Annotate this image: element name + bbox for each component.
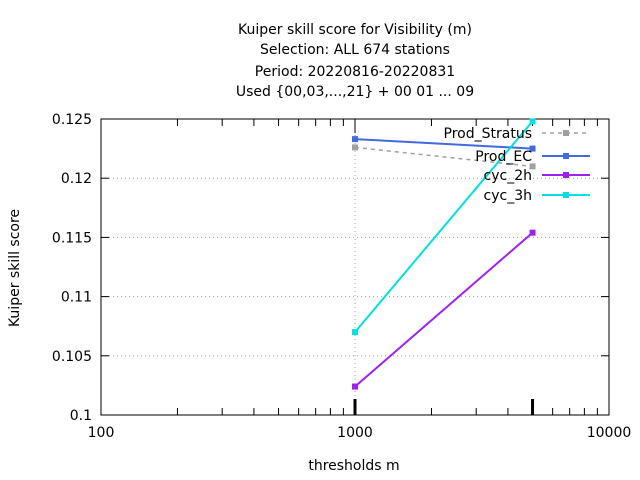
data-point-cyc_3h (529, 118, 536, 125)
grid (101, 119, 609, 415)
data-point-Prod_EC (352, 136, 358, 143)
axes: 0.1 0.105 0.11 0.115 0.12 0.125 100 1000 10000 (52, 112, 631, 441)
series-line-Prod_EC (354, 138, 533, 150)
legend-marker (563, 192, 569, 198)
data-point-cyc_3h (352, 329, 358, 336)
legend-label: Prod_EC (475, 149, 532, 165)
data-point-cyc_2h (352, 383, 358, 390)
y-tick-label: 0.125 (52, 112, 92, 128)
x-tick-label: 10000 (587, 425, 632, 441)
y-axis-label: Kuiper skill score (7, 209, 23, 327)
legend-marker (563, 172, 569, 178)
legend-label: cyc_3h (484, 188, 532, 204)
data-point-Prod_Stratus (529, 163, 536, 170)
series-line-cyc_3h (354, 120, 534, 333)
chart-title: Kuiper skill score for Visibility (m) Sel… (236, 22, 474, 100)
data-point-Prod_Stratus (352, 144, 358, 151)
y-tick-label: 0.105 (52, 349, 92, 365)
legend-label: cyc_2h (484, 168, 532, 184)
chart-title-line: Period: 20220816-20220831 (255, 64, 455, 80)
legend: Prod_Stratus Prod_EC cyc_2h cyc_3h (444, 126, 590, 204)
y-tick-label: 0.12 (61, 171, 92, 187)
x-axis-label: thresholds m (308, 458, 399, 474)
chart-title-line: Kuiper skill score for Visibility (m) (238, 22, 472, 38)
y-tick-label: 0.11 (61, 290, 92, 306)
legend-marker (563, 130, 569, 136)
series (352, 118, 536, 390)
y-tick-label: 0.1 (70, 408, 92, 424)
x-tick-label: 1000 (337, 425, 373, 441)
series-line-Prod_Stratus (354, 146, 533, 168)
y-tick-label: 0.115 (52, 230, 92, 246)
chart-title-line: Used {00,03,...,21} + 00 01 ... 09 (236, 84, 474, 100)
chart-title-line: Selection: ALL 674 stations (260, 42, 450, 58)
data-point-cyc_2h (529, 229, 536, 236)
legend-label: Prod_Stratus (444, 126, 532, 142)
x-tick-label: 100 (88, 425, 115, 441)
data-point-Prod_EC (529, 145, 536, 152)
legend-marker (563, 153, 569, 159)
series-line-cyc_2h (354, 231, 534, 388)
